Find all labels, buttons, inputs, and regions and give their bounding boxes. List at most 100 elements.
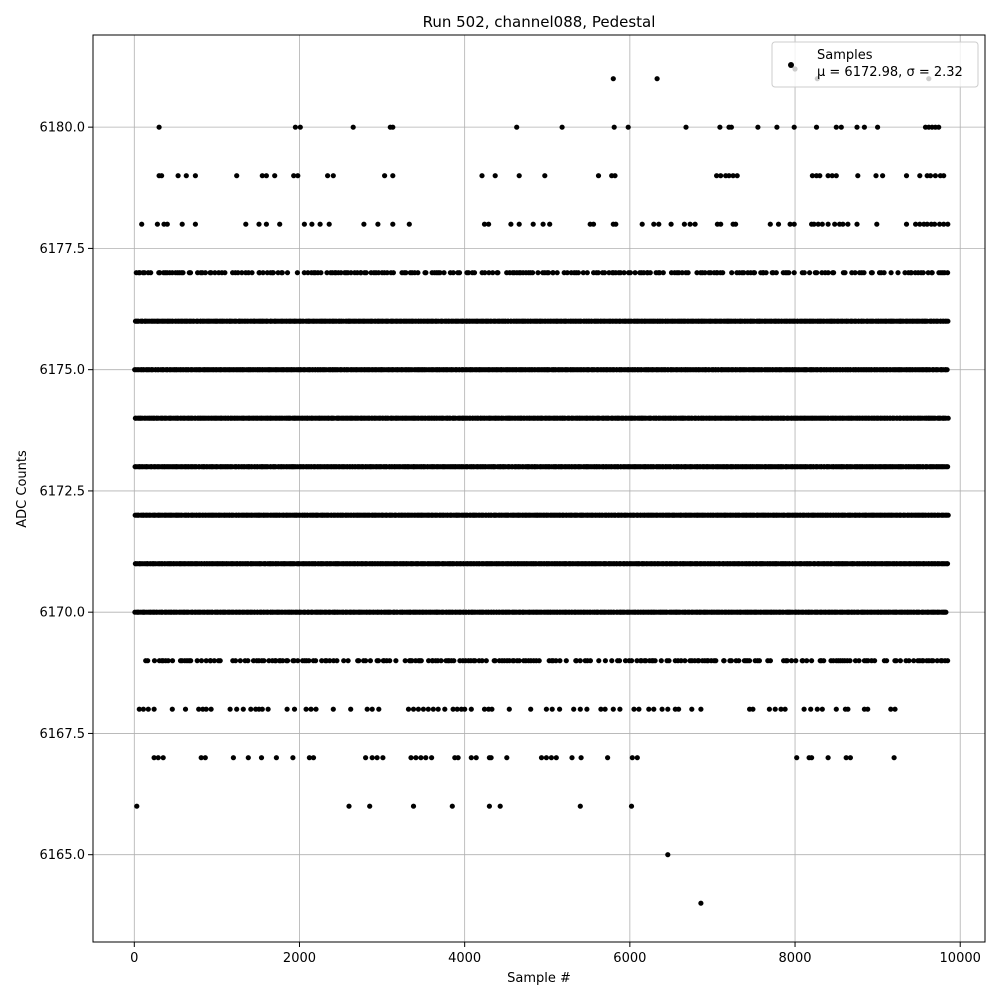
sample-point: [291, 706, 298, 712]
sample-point: [625, 124, 631, 130]
sample-point: [575, 270, 582, 276]
sample-point: [825, 221, 831, 227]
sample-point: [833, 173, 839, 179]
sample-point: [169, 706, 175, 712]
sample-point: [375, 221, 381, 227]
sample-point: [291, 658, 297, 664]
sample-point: [888, 270, 894, 276]
sample-point: [903, 221, 910, 227]
sample-point: [542, 173, 548, 179]
sample-point: [148, 270, 154, 276]
sample-point: [897, 658, 904, 664]
sample-point: [270, 270, 276, 276]
sample-point: [367, 658, 373, 664]
sample-point: [309, 221, 315, 227]
sample-point: [687, 221, 693, 227]
sample-point: [804, 658, 810, 664]
sample-point: [462, 706, 468, 712]
sample-point: [833, 124, 839, 130]
sample-point: [402, 658, 408, 664]
sample-point: [471, 270, 478, 276]
sample-point: [535, 270, 541, 276]
sample-point: [595, 173, 602, 179]
sample-point: [718, 173, 724, 179]
sample-point: [294, 270, 300, 276]
sample-point: [801, 270, 807, 276]
sample-point: [945, 415, 951, 421]
sample-point: [720, 270, 726, 276]
sample-point: [194, 658, 200, 664]
sample-point: [382, 173, 388, 179]
sample-point: [410, 803, 417, 809]
sample-point: [376, 706, 382, 712]
sample-point: [330, 706, 336, 712]
sample-point: [325, 173, 331, 179]
sample-point: [934, 658, 940, 664]
sample-point: [628, 803, 635, 809]
sample-point: [245, 658, 251, 664]
sample-point: [492, 658, 498, 664]
sample-point: [821, 658, 827, 664]
sample-point: [256, 221, 262, 227]
sample-point: [435, 706, 441, 712]
sample-point: [945, 318, 951, 324]
sample-point: [831, 270, 837, 276]
sample-point: [814, 270, 820, 276]
sample-point: [318, 270, 324, 276]
sample-point: [208, 706, 214, 712]
sample-point: [530, 221, 536, 227]
sample-point: [698, 900, 704, 906]
sample-point: [643, 658, 649, 664]
sample-point: [610, 76, 616, 82]
sample-point: [450, 270, 456, 276]
sample-point: [587, 658, 594, 664]
sample-point: [932, 173, 939, 179]
sample-point: [479, 173, 485, 179]
sample-point: [734, 173, 740, 179]
sample-point: [767, 221, 773, 227]
sample-point: [903, 173, 910, 179]
sample-point: [486, 221, 492, 227]
sample-point: [920, 658, 926, 664]
sample-point: [874, 221, 880, 227]
sample-point: [234, 706, 240, 712]
sample-point: [280, 658, 286, 664]
sample-point: [775, 221, 782, 227]
sample-point: [666, 658, 672, 664]
sample-point: [198, 658, 205, 664]
sample-point: [390, 221, 396, 227]
sample-point: [847, 658, 853, 664]
sample-point: [932, 221, 938, 227]
sample-point: [873, 173, 879, 179]
sample-point: [721, 658, 727, 664]
sample-point: [227, 706, 233, 712]
sample-point: [629, 658, 635, 664]
sample-point: [363, 270, 369, 276]
sample-point: [627, 270, 634, 276]
sample-point: [387, 658, 393, 664]
sample-point: [639, 221, 645, 227]
sample-point: [875, 124, 881, 130]
sample-point: [369, 706, 375, 712]
sample-point: [375, 658, 382, 664]
sample-point: [611, 124, 617, 130]
sample-point: [472, 658, 478, 664]
sample-point: [906, 658, 912, 664]
sample-point: [584, 270, 590, 276]
sample-point: [945, 464, 951, 470]
sample-point: [222, 270, 228, 276]
sample-point: [164, 221, 170, 227]
sample-point: [658, 658, 664, 664]
sample-point: [660, 270, 666, 276]
sample-point: [145, 658, 151, 664]
sample-point: [248, 706, 254, 712]
sample-point: [438, 658, 444, 664]
sample-point: [807, 270, 813, 276]
sample-point: [713, 658, 719, 664]
sample-point: [492, 173, 498, 179]
sample-point: [363, 658, 369, 664]
sample-point: [736, 658, 742, 664]
sample-point: [272, 173, 278, 179]
sample-point: [728, 658, 735, 664]
